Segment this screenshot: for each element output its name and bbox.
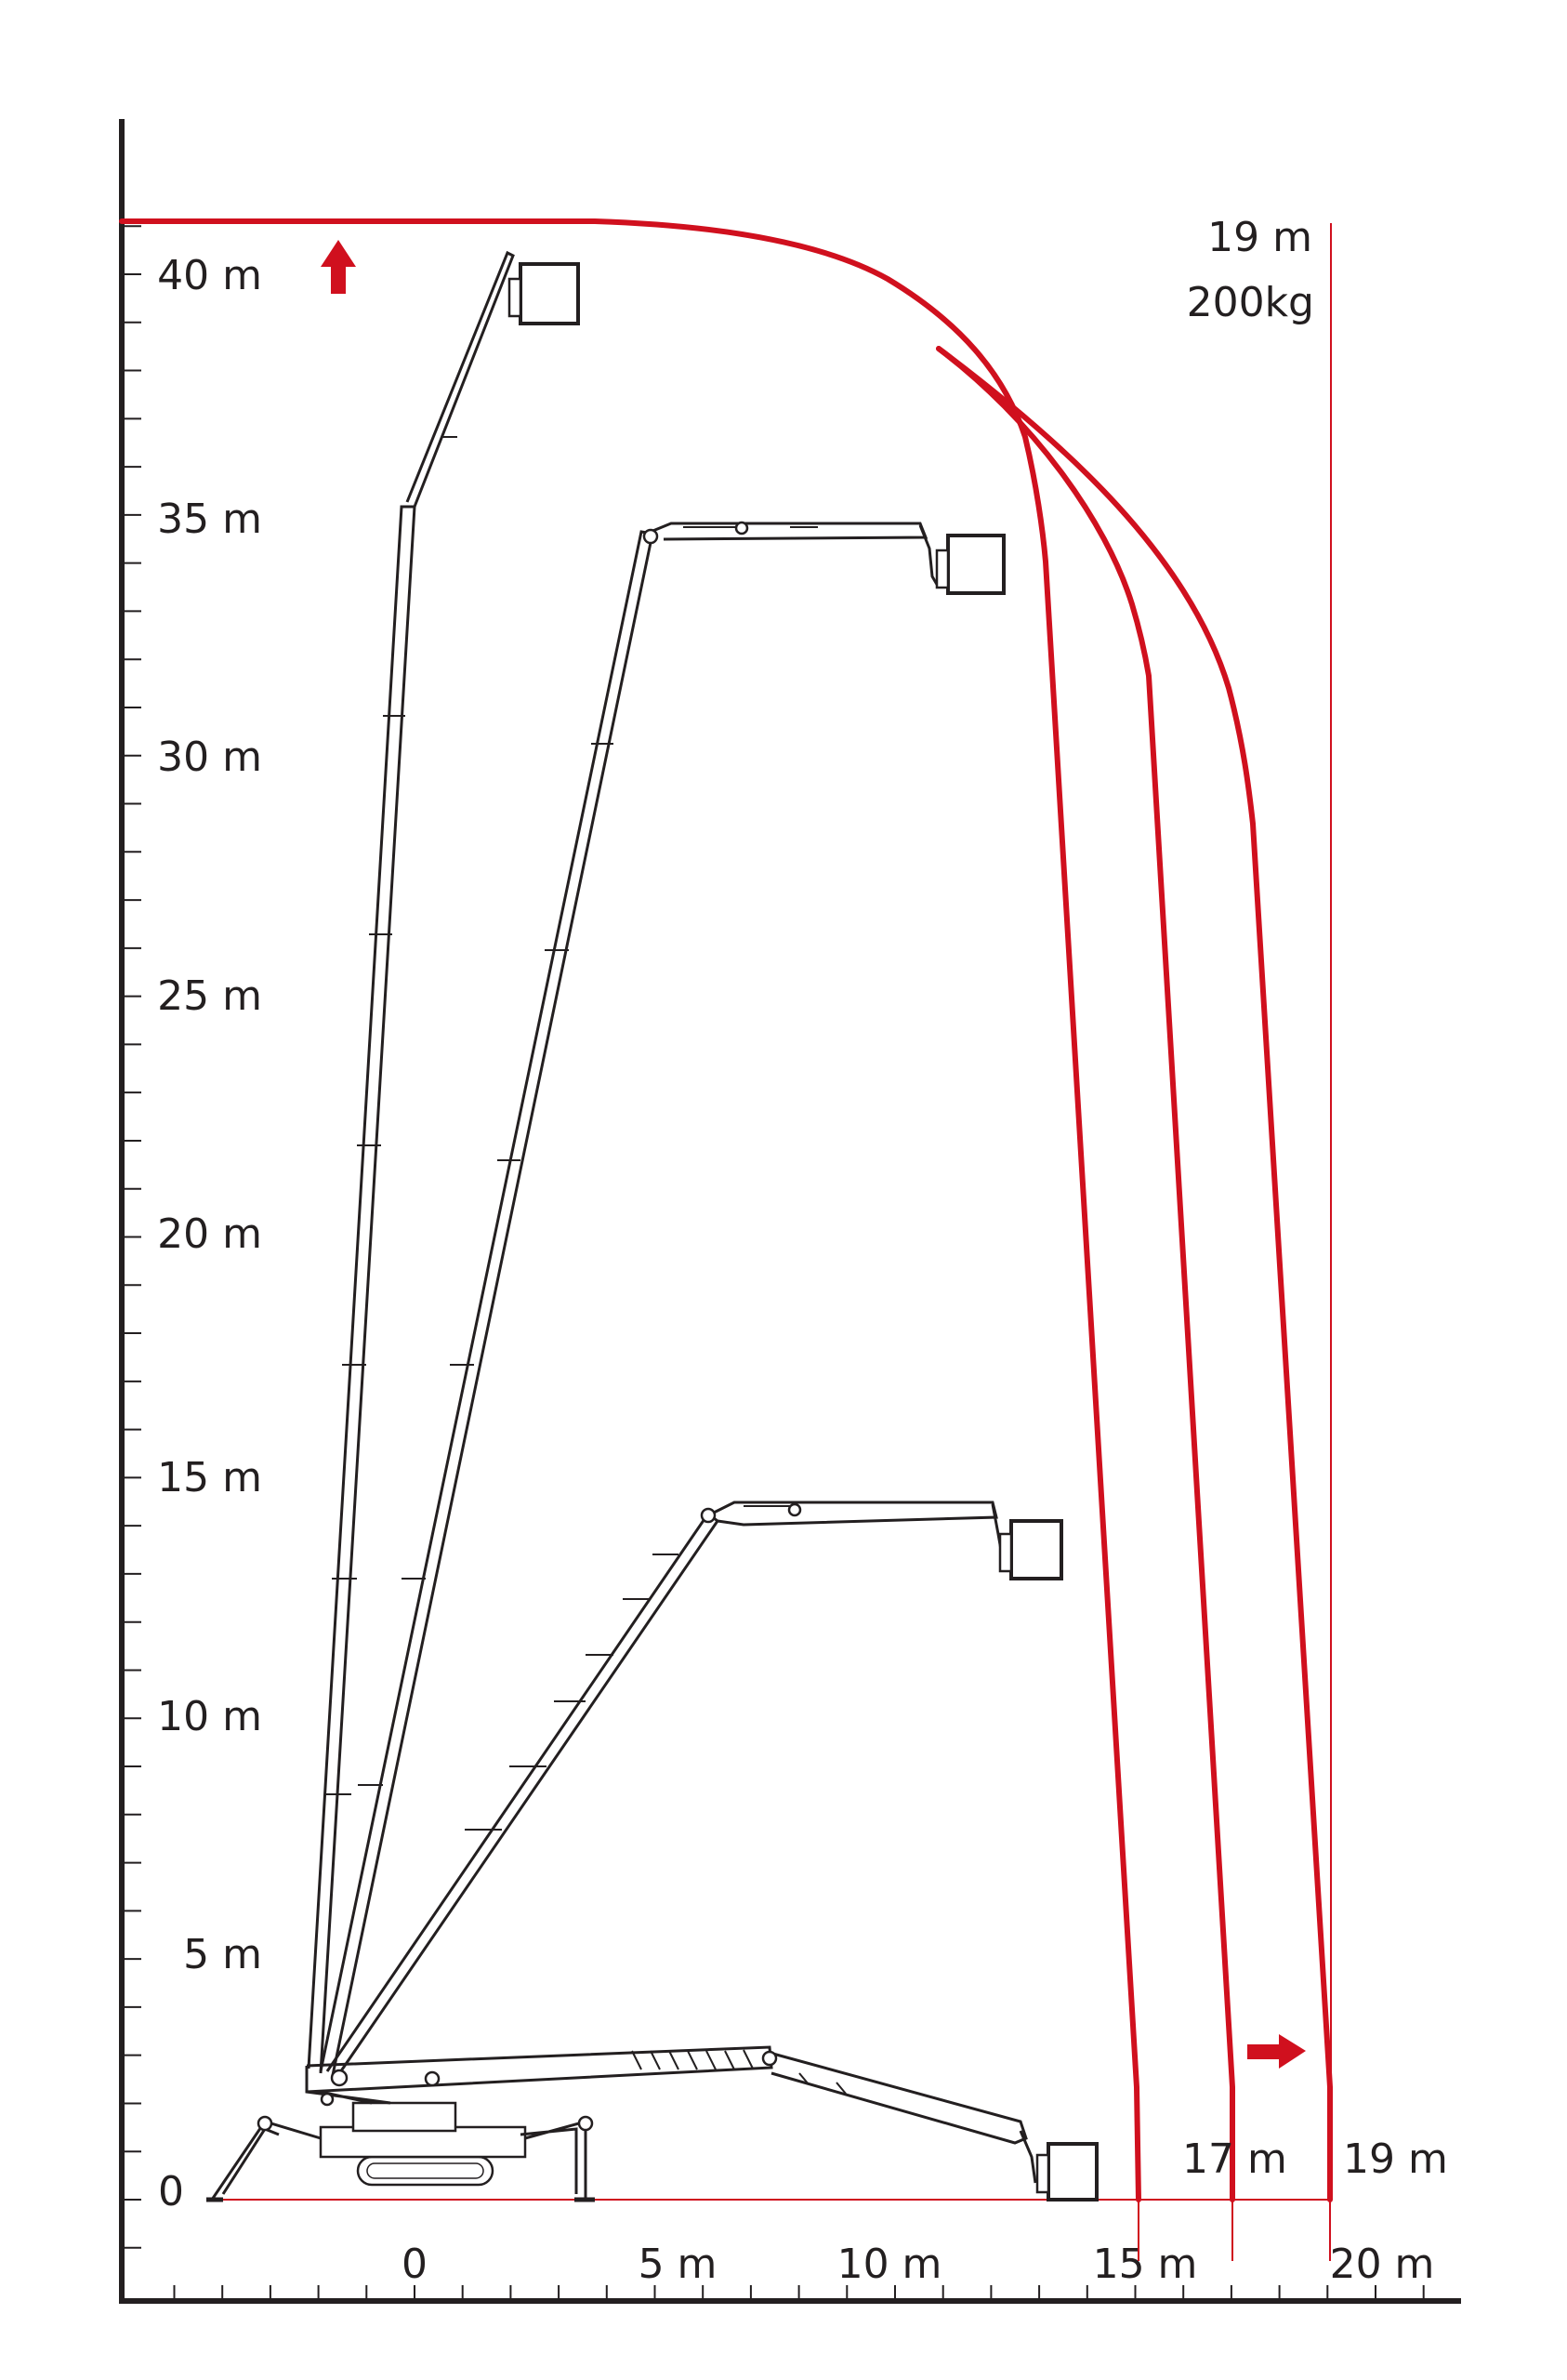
y-tick-label-15: 15 m <box>157 1454 262 1501</box>
working-envelopes <box>119 218 1333 2261</box>
boom-high-reach <box>319 521 1006 2076</box>
envelope-15m <box>119 218 1141 2202</box>
outrigger-left <box>210 2120 322 2201</box>
arrow-up-icon <box>321 240 356 294</box>
y-axis-tick-labels: 0 5 m 10 m 15 m 20 m 25 m 30 m 35 m 40 m <box>157 252 262 2215</box>
spider-lift-base <box>206 2066 595 2202</box>
top-reach-label: 19 m <box>1207 214 1312 261</box>
ground-reach-label-17m: 17 m <box>1182 2135 1287 2183</box>
boom-max-height <box>307 250 580 2074</box>
y-tick-label-0: 0 <box>158 2168 184 2215</box>
crawler-track <box>356 2155 494 2187</box>
x-axis-ticks <box>173 2285 1425 2301</box>
y-tick-label-30: 30 m <box>157 734 262 781</box>
y-tick-label-40: 40 m <box>157 252 262 299</box>
x-tick-label-5: 5 m <box>639 2241 718 2288</box>
y-tick-label-35: 35 m <box>157 496 262 543</box>
ground-reach-label-19m: 19 m <box>1343 2135 1448 2183</box>
arrow-right-icon <box>1247 2034 1306 2069</box>
y-tick-label-10: 10 m <box>157 1693 262 1740</box>
outrigger-right <box>520 2120 587 2200</box>
platform-basket <box>946 534 1006 595</box>
x-tick-label-20: 20 m <box>1330 2241 1435 2288</box>
platform-basket <box>519 262 580 325</box>
y-tick-label-20: 20 m <box>157 1210 262 1258</box>
x-axis-tick-labels: 0 5 m 10 m 15 m 20 m <box>402 2241 1434 2288</box>
boom-mid-height <box>325 1501 1063 2076</box>
axes <box>119 119 1461 2304</box>
y-tick-label-25: 25 m <box>157 972 262 1020</box>
envelope-19m <box>936 346 1333 2202</box>
x-tick-label-10: 10 m <box>837 2241 942 2288</box>
x-tick-label-0: 0 <box>402 2241 428 2288</box>
platform-basket <box>1009 1519 1063 1580</box>
y-tick-label-5: 5 m <box>183 1931 262 1978</box>
turret <box>351 2101 457 2133</box>
top-load-label: 200kg <box>1187 279 1314 326</box>
x-tick-label-15: 15 m <box>1093 2241 1198 2288</box>
y-axis-ticks <box>122 225 141 2249</box>
boom-horizontal <box>306 2045 1099 2202</box>
platform-basket <box>1047 2142 1099 2202</box>
envelope-17m <box>936 346 1235 2202</box>
